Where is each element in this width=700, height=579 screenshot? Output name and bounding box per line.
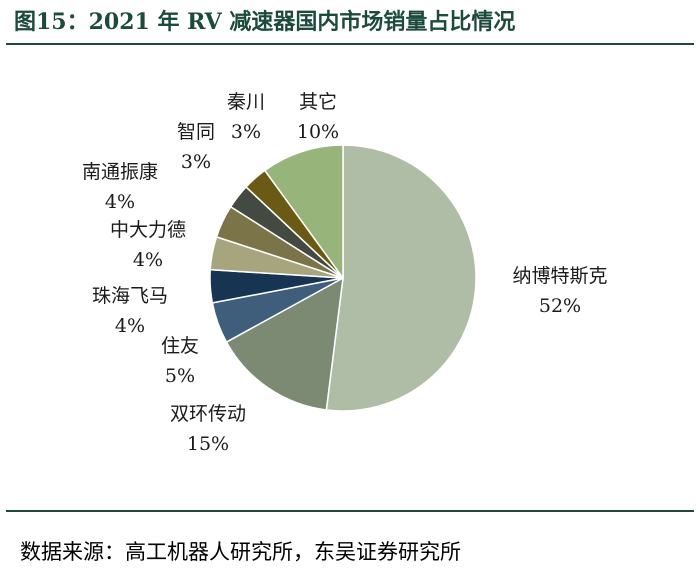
slice-label-3: 珠海飞马 — [92, 285, 168, 307]
slice-value-0: 52% — [539, 295, 581, 317]
slice-value-7: 3% — [231, 121, 261, 143]
pie-slice-1 — [225, 276, 344, 411]
slice-label-1: 双环传动 — [170, 403, 246, 425]
pie-slices — [209, 144, 477, 412]
slice-value-8: 10% — [297, 121, 339, 143]
slice-value-5: 4% — [105, 191, 135, 213]
slice-value-2: 5% — [165, 365, 195, 387]
slice-value-3: 4% — [115, 315, 145, 337]
slice-label-2: 住友 — [161, 335, 199, 357]
slice-label-0: 纳博特斯克 — [512, 265, 607, 287]
slice-value-1: 15% — [187, 433, 229, 455]
pie-chart: 纳博特斯克 52% 双环传动 15% 住友 5% 珠海飞马 4% 中大力德 4% 南通振康 4% 智同 3… — [82, 91, 608, 455]
slice-label-4: 中大力德 — [110, 219, 186, 241]
slice-value-4: 4% — [133, 249, 163, 271]
title-rule — [6, 43, 694, 45]
source-rule — [6, 510, 694, 512]
slice-label-8: 其它 — [299, 91, 337, 113]
slice-label-7: 秦川 — [227, 91, 265, 113]
source-note: 数据来源：高工机器人研究所，东吴证券研究所 — [20, 540, 461, 564]
slice-label-6: 智同 — [177, 121, 215, 143]
pie-slice-0 — [325, 144, 477, 412]
pie-labels: 纳博特斯克 52% 双环传动 15% 住友 5% 珠海飞马 4% 中大力德 4% 南通振康 4% 智同 3… — [82, 91, 608, 455]
slice-value-6: 3% — [181, 151, 211, 173]
slice-label-5: 南通振康 — [82, 161, 158, 183]
figure-title: 图15：2021 年 RV 减速器国内市场销量占比情况 — [14, 9, 516, 35]
pie-slice-8 — [263, 144, 344, 281]
